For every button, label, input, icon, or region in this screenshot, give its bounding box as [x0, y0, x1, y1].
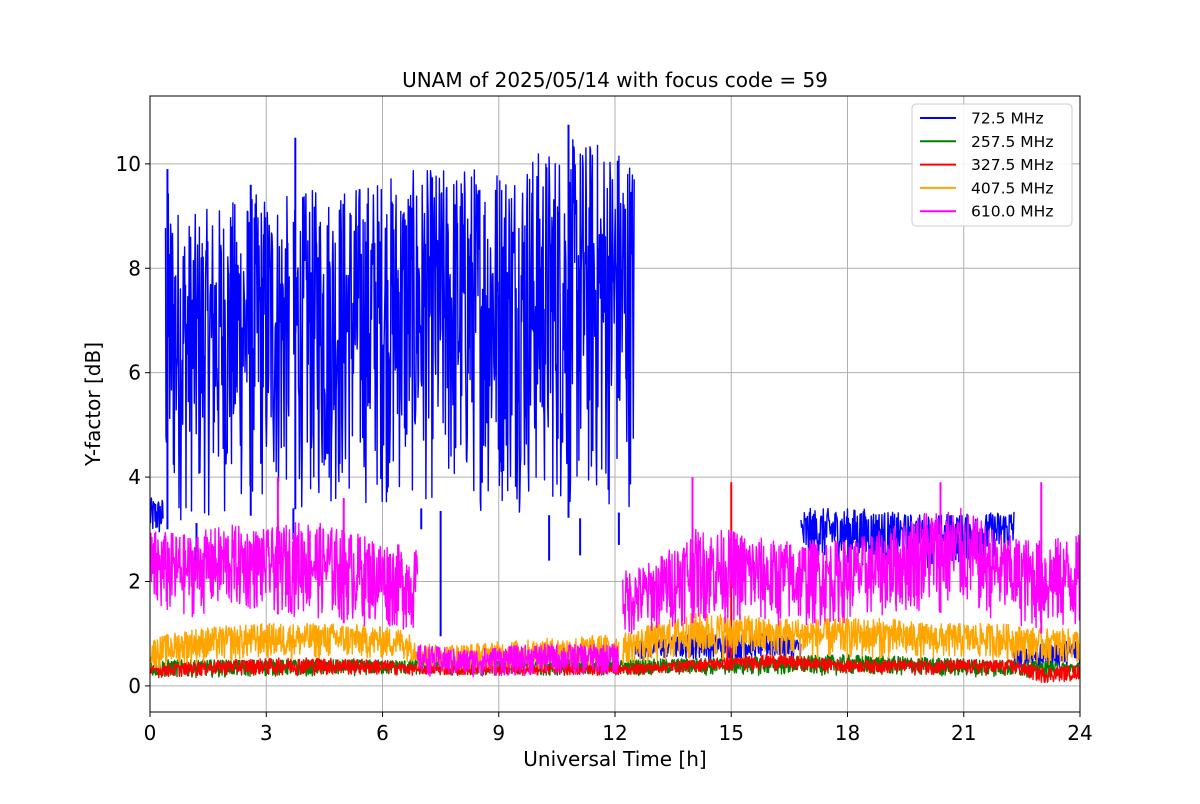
series-line	[150, 497, 164, 533]
legend: 72.5 MHz 257.5 MHz 327.5 MHz 407.5 MHz 610.0…	[911, 103, 1073, 227]
series-line	[622, 507, 1080, 635]
legend-box	[911, 103, 1073, 227]
y-tick-label: 2	[128, 569, 141, 593]
x-tick-label: 15	[719, 721, 744, 745]
x-axis-label: Universal Time [h]	[523, 747, 706, 771]
y-tick-label: 8	[128, 256, 141, 280]
x-tick-label: 9	[492, 721, 505, 745]
legend-label: 72.5 MHz	[971, 110, 1044, 128]
series-4	[150, 477, 1080, 678]
series-line	[292, 139, 635, 513]
y-tick-label: 10	[116, 152, 141, 176]
series-line	[164, 193, 290, 521]
legend-label: 327.5 MHz	[971, 156, 1053, 174]
y-tick-label: 6	[128, 361, 141, 385]
x-tick-label: 18	[835, 721, 860, 745]
legend-label: 610.0 MHz	[971, 203, 1053, 221]
x-tick-label: 3	[260, 721, 273, 745]
y-tick-label: 4	[128, 465, 141, 489]
x-tick-label: 6	[376, 721, 389, 745]
series-line	[416, 643, 620, 678]
series-line	[150, 522, 419, 630]
legend-label: 407.5 MHz	[971, 179, 1053, 197]
y-axis-label: Y-factor [dB]	[81, 342, 105, 467]
series-line	[622, 612, 1080, 666]
series-layer	[150, 124, 1080, 683]
x-tick-label: 21	[951, 721, 976, 745]
y-axis-ticks: 0 2 4 6 8 10	[116, 152, 150, 698]
y-tick-label: 0	[128, 674, 141, 698]
x-axis-ticks: 0 3 6 9 12 15 18 21 24	[144, 712, 1093, 745]
x-tick-label: 0	[144, 721, 157, 745]
series-line	[150, 622, 419, 669]
legend-label: 257.5 MHz	[971, 133, 1053, 151]
chart-title: UNAM of 2025/05/14 with focus code = 59	[402, 68, 828, 92]
x-tick-label: 12	[602, 721, 627, 745]
x-tick-label: 24	[1067, 721, 1092, 745]
